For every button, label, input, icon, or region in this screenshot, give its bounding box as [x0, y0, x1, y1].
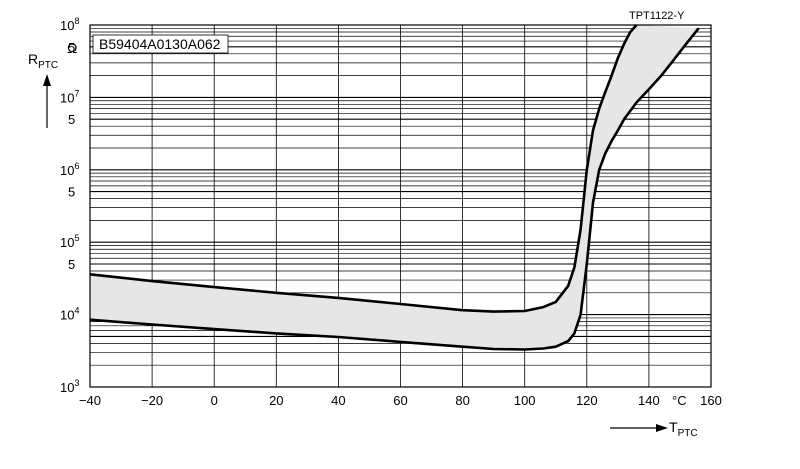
y-tick-label: 103: [60, 378, 79, 395]
y-tick-label: 104: [60, 306, 79, 323]
part-number: B59404A0130A062: [99, 36, 221, 52]
x-tick-label: 20: [269, 393, 283, 408]
y-tick-label: 108: [60, 16, 79, 33]
x-axis-name: T: [669, 419, 678, 435]
x-tick-label: 120: [576, 393, 598, 408]
x-tick-label: 140: [638, 393, 660, 408]
x-axis-subscript: PTC: [678, 428, 698, 439]
x-tick-label: −20: [141, 393, 163, 408]
y-tick-label: 105: [60, 233, 79, 250]
y-half-decade-label: 5: [68, 257, 75, 272]
x-tick-label: 0: [211, 393, 218, 408]
y-tick-label: 107: [60, 88, 79, 105]
y-tick-labels: 103 104 105 106 107 108 5 5 5 5: [60, 16, 79, 395]
y-axis-unit: Ω: [67, 40, 77, 56]
y-half-decade-label: 5: [68, 112, 75, 127]
x-tick-label: −40: [79, 393, 101, 408]
x-axis-title: TPTC: [669, 419, 698, 439]
lower-limit-curve: [89, 27, 700, 351]
y-axis-arrow: [43, 74, 51, 128]
x-tick-label: 60: [393, 393, 407, 408]
part-number-box: [92, 34, 229, 54]
x-tick-label: 100: [514, 393, 536, 408]
x-tick-label: 160: [700, 393, 722, 408]
x-tick-label: 80: [455, 393, 469, 408]
tolerance-band: [90, 25, 699, 350]
x-axis-arrow: [610, 424, 668, 432]
x-tick-label: 40: [331, 393, 345, 408]
x-tick-labels: −40 −20 0 20 40 60 80 100 120 140 160: [79, 393, 722, 408]
y-axis-title: RPTC: [28, 51, 58, 71]
y-axis-name: R: [28, 51, 38, 67]
y-half-decade-label: 5: [68, 185, 75, 200]
curves: [89, 24, 700, 351]
y-tick-label: 106: [60, 161, 79, 178]
plot-frame: [89, 24, 712, 388]
y-half-decade-label: 5: [68, 40, 75, 55]
x-axis-unit: °C: [672, 393, 687, 408]
y-axis-subscript: PTC: [38, 60, 58, 71]
reference-id-bg: [628, 8, 710, 22]
upper-limit-curve: [89, 24, 638, 313]
reference-id: TPT1122-Y: [629, 10, 685, 22]
